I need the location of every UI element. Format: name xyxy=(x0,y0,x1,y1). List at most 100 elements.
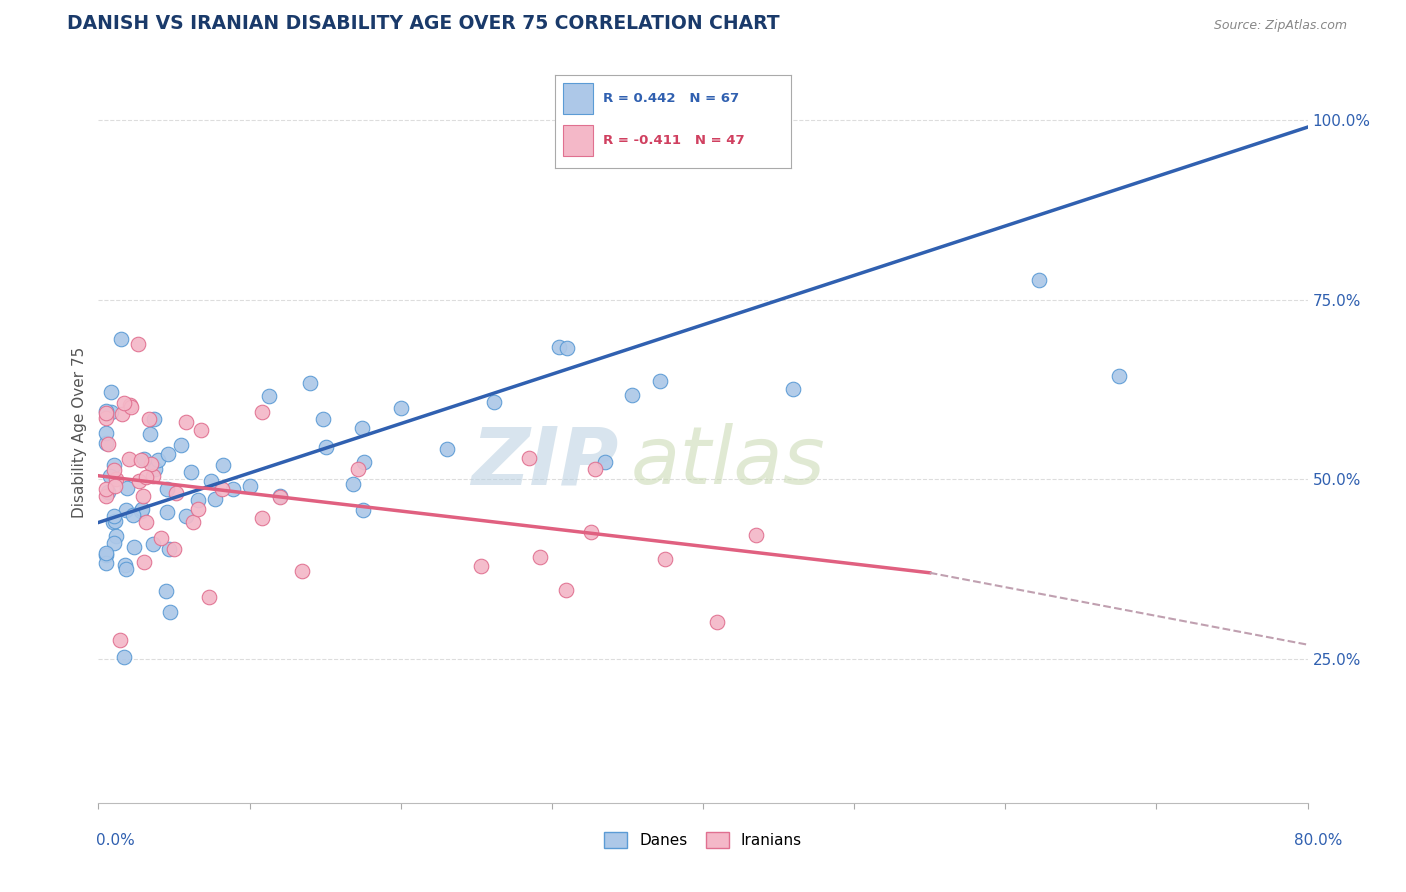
Point xyxy=(112,396,135,410)
Point xyxy=(583,461,606,475)
Point xyxy=(104,479,127,493)
Point xyxy=(141,468,163,483)
Point xyxy=(157,541,180,556)
Point xyxy=(97,484,120,499)
Point xyxy=(595,455,617,469)
Point xyxy=(128,475,150,489)
Point xyxy=(312,412,335,426)
Point xyxy=(187,492,209,507)
Point xyxy=(104,515,127,529)
Point xyxy=(342,477,364,491)
Point xyxy=(269,490,291,504)
Text: atlas: atlas xyxy=(630,423,825,501)
Point xyxy=(239,479,262,493)
Point xyxy=(142,412,165,426)
Point xyxy=(529,549,551,564)
Point xyxy=(94,436,117,450)
Point xyxy=(134,555,156,569)
Point xyxy=(579,524,602,539)
Point xyxy=(114,558,136,572)
Point xyxy=(94,483,117,497)
Point xyxy=(94,404,117,418)
Text: DANISH VS IRANIAN DISABILITY AGE OVER 75 CORRELATION CHART: DANISH VS IRANIAN DISABILITY AGE OVER 75… xyxy=(67,14,780,33)
Point xyxy=(110,332,132,346)
Point xyxy=(108,633,131,648)
Point xyxy=(159,605,181,619)
Point xyxy=(174,415,197,429)
Point xyxy=(94,407,117,421)
Point xyxy=(200,475,222,489)
Point xyxy=(745,527,768,541)
Point xyxy=(134,452,156,467)
Point xyxy=(103,463,125,477)
Point xyxy=(212,458,235,472)
Point xyxy=(103,508,125,523)
Point xyxy=(1028,273,1050,287)
Point xyxy=(299,376,322,391)
Point xyxy=(105,529,128,543)
Point xyxy=(98,468,121,483)
Point xyxy=(120,401,142,415)
Point xyxy=(139,427,162,442)
Point xyxy=(555,341,578,355)
Point xyxy=(517,451,540,466)
Point xyxy=(269,489,291,503)
Point xyxy=(347,462,370,476)
Point xyxy=(198,591,221,605)
Point xyxy=(654,552,676,566)
Point xyxy=(706,615,728,629)
Point xyxy=(114,649,136,664)
Point xyxy=(105,472,128,486)
Point xyxy=(94,411,117,425)
Point xyxy=(156,447,179,461)
Point xyxy=(174,508,197,523)
Point xyxy=(96,556,118,570)
Point xyxy=(648,374,671,388)
Point xyxy=(100,384,122,399)
Point xyxy=(315,440,337,454)
Point xyxy=(122,540,145,554)
Text: ZIP: ZIP xyxy=(471,423,619,501)
Text: Source: ZipAtlas.com: Source: ZipAtlas.com xyxy=(1213,20,1347,32)
Point xyxy=(138,412,160,426)
Point xyxy=(131,453,153,467)
Y-axis label: Disability Age Over 75: Disability Age Over 75 xyxy=(72,347,87,518)
Point xyxy=(115,503,138,517)
Point xyxy=(482,395,505,409)
Point xyxy=(181,515,204,529)
Point xyxy=(621,388,644,402)
Point xyxy=(118,451,141,466)
Point xyxy=(548,340,571,354)
Text: 0.0%: 0.0% xyxy=(96,833,135,847)
Point xyxy=(470,559,492,574)
Point xyxy=(555,583,578,598)
Point xyxy=(94,548,117,562)
Point xyxy=(131,502,153,516)
Point xyxy=(222,482,245,496)
Point xyxy=(155,583,177,598)
Point xyxy=(122,508,145,522)
Text: 80.0%: 80.0% xyxy=(1295,833,1343,847)
Point xyxy=(187,501,209,516)
Point xyxy=(129,504,152,518)
Point xyxy=(149,531,172,545)
Point xyxy=(162,541,184,556)
Point xyxy=(169,438,191,452)
Point xyxy=(139,457,162,471)
Point xyxy=(135,515,157,529)
Point xyxy=(114,562,136,576)
Point xyxy=(115,481,138,495)
Point xyxy=(190,423,212,437)
Point xyxy=(291,565,314,579)
Point xyxy=(143,462,166,476)
Point xyxy=(94,425,117,440)
Point xyxy=(353,454,375,468)
Point xyxy=(436,442,458,456)
Point xyxy=(103,458,125,472)
Point xyxy=(148,453,170,467)
Point xyxy=(101,516,124,530)
Point xyxy=(135,469,157,483)
Point xyxy=(131,489,153,503)
Point xyxy=(250,405,273,419)
Legend: Danes, Iranians: Danes, Iranians xyxy=(596,824,810,855)
